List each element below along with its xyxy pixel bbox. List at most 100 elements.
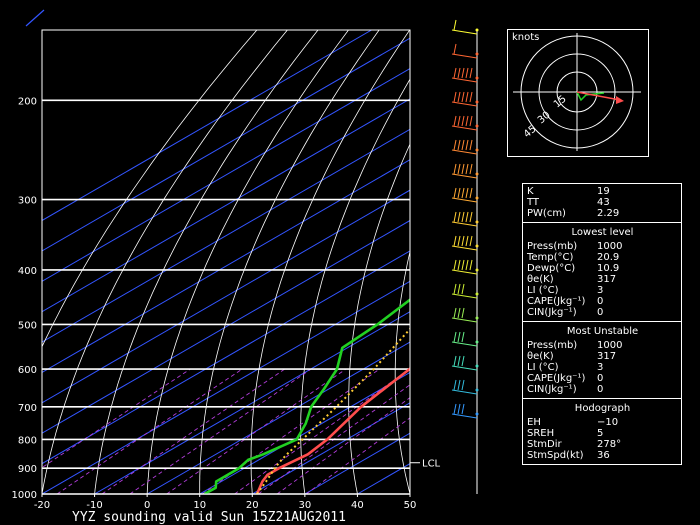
- wind-barb-flag: [469, 163, 473, 175]
- wind-barb-shaft: [451, 125, 478, 131]
- storm-motion-arrowhead-icon: [616, 96, 624, 104]
- stat-row: Press(mb) 1000: [527, 241, 623, 252]
- wind-staff-dot: [475, 340, 479, 344]
- x-tick-label: 20: [246, 500, 259, 511]
- stat-row: EH −10: [527, 417, 619, 428]
- wind-barb-flag: [465, 187, 469, 199]
- wind-barb-shaft: [451, 413, 478, 419]
- storm-motion-vector: [576, 91, 621, 101]
- wind-barb-icon: [451, 355, 479, 371]
- wind-barb-shaft: [451, 293, 478, 299]
- stat-row: LI (°C) 3: [527, 362, 604, 373]
- wind-staff-dot: [475, 196, 479, 200]
- stat-row: StmDir 278°: [527, 439, 622, 450]
- isotherm-line: [42, 189, 410, 404]
- x-tick-label: 10: [193, 500, 206, 511]
- wind-barb-flag: [469, 115, 473, 127]
- wind-barb-shaft: [451, 197, 478, 203]
- most-unstable-section: Most Unstable Press(mb) 1000 θe(K) 317 LI …: [523, 322, 681, 399]
- y-tick-label: 600: [18, 365, 37, 376]
- wind-barb-icon: [451, 403, 479, 419]
- wind-barb-icon: [451, 283, 479, 299]
- wind-barb-flag: [453, 139, 457, 151]
- y-tick-label: 900: [18, 464, 37, 475]
- wind-barb-flag: [465, 91, 469, 103]
- plot-frame: [41, 29, 411, 495]
- chart-title: YYZ sounding valid Sun 15Z21AUG2011: [72, 510, 346, 525]
- hodograph-stats-title: Hodograph: [574, 403, 631, 414]
- wind-barb-flag: [453, 403, 457, 415]
- isotherm-line: [42, 37, 410, 252]
- wind-barb-flag: [453, 187, 457, 199]
- stat-row: StmSpd(kt) 36: [527, 450, 610, 461]
- corner-isotherm-tick: [25, 9, 45, 27]
- wind-barb-flag: [469, 187, 473, 199]
- wind-barb-flag: [453, 307, 457, 319]
- lowest-level-title: Lowest level: [571, 227, 634, 238]
- wind-barb-flag: [453, 355, 457, 367]
- x-tick-label: 0: [144, 500, 150, 511]
- wind-barb-flag: [457, 259, 461, 271]
- wind-barb-flag: [453, 211, 457, 223]
- hodograph-trace: [576, 91, 605, 102]
- wind-barb-flag: [461, 187, 465, 199]
- wind-staff-dot: [475, 76, 479, 80]
- wind-barb-flag: [461, 91, 465, 103]
- wind-barb-flag: [469, 67, 473, 79]
- wind-barb-flag: [461, 67, 465, 79]
- indices-section: K 19 TT 43 PW(cm) 2.29: [523, 184, 681, 223]
- wind-barb-shaft: [451, 29, 478, 35]
- wind-barb-icon: [451, 211, 479, 227]
- stat-row: Dewp(°C) 10.9: [527, 263, 620, 274]
- x-tick-label: 50: [404, 500, 417, 511]
- x-tick-label: 40: [351, 500, 364, 511]
- wind-barb-icon: [451, 91, 479, 107]
- wind-staff-dot: [475, 220, 479, 224]
- isotherm-line: [42, 30, 372, 222]
- wind-barb-flag: [461, 259, 465, 271]
- wind-barb-shaft: [451, 341, 478, 347]
- dry-adiabat-line: [394, 249, 410, 494]
- wind-barb-flag: [453, 19, 457, 31]
- wind-barb-flag: [457, 187, 461, 199]
- y-tick-label: 1000: [12, 490, 37, 501]
- wind-barb-flag: [469, 259, 473, 271]
- wind-barb-flag: [453, 283, 457, 295]
- stat-row: CAPE(Jkg⁻¹) 0: [527, 373, 604, 384]
- wind-barb-icon: [451, 43, 479, 59]
- wind-barb-flag: [453, 163, 457, 175]
- wind-barb-shaft: [451, 53, 478, 59]
- wind-barb-shaft: [451, 389, 478, 395]
- wind-barb-shaft: [451, 365, 478, 371]
- hodograph-panel: knots: [507, 29, 649, 157]
- isotherm-line: [42, 250, 410, 465]
- wind-barb-flag: [457, 139, 461, 151]
- wind-staff-dot: [475, 124, 479, 128]
- stat-row: CAPE(Jkg⁻¹) 0: [527, 296, 604, 307]
- stat-row: Press(mb) 1000: [527, 340, 623, 351]
- wind-barb-icon: [451, 163, 479, 179]
- wind-barb-flag: [457, 235, 461, 247]
- wind-barb-flag: [457, 331, 461, 343]
- wind-barb-flag: [453, 331, 457, 343]
- dry-adiabat-line: [42, 30, 288, 494]
- wind-barb-flag: [461, 115, 465, 127]
- y-tick-label: 200: [18, 96, 37, 107]
- wind-staff-dot: [475, 52, 479, 56]
- wind-barb-icon: [451, 259, 479, 275]
- isotherm-line: [42, 128, 410, 343]
- wind-barb-flag: [453, 43, 457, 55]
- dry-adiabat-line: [94, 30, 319, 494]
- wind-barb-icon: [451, 19, 479, 35]
- wind-barb-icon: [451, 235, 479, 251]
- wind-barb-flag: [457, 403, 461, 415]
- wind-staff-dot: [475, 292, 479, 296]
- isotherm-line: [42, 98, 410, 313]
- mixing-ratio-line: [101, 368, 285, 494]
- lowest-level-section: Lowest level Press(mb) 1000 Temp(°C) 20.9 …: [523, 223, 681, 322]
- wind-barb-flag: [469, 139, 473, 151]
- wind-barb-flag: [461, 139, 465, 151]
- wind-barb-icon: [451, 187, 479, 203]
- mixing-ratio-line: [276, 397, 410, 494]
- wind-staff-dot: [475, 316, 479, 320]
